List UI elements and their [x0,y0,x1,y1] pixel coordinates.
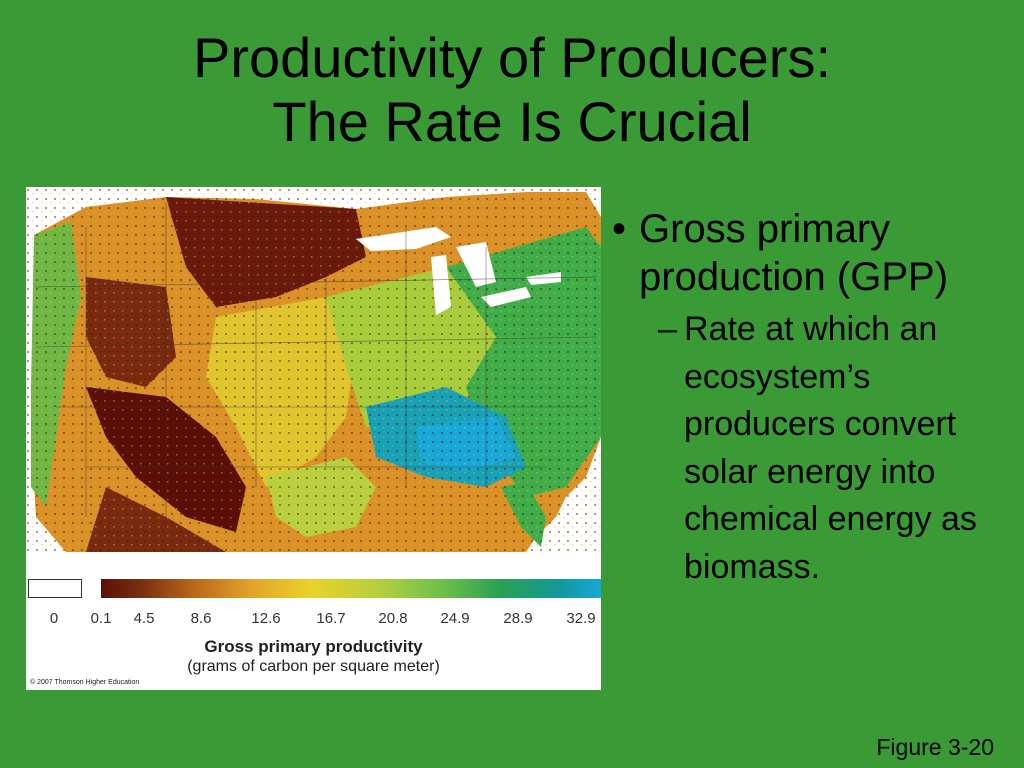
legend-title: Gross primary productivity [204,637,423,656]
figure-label: Figure 3-20 [876,734,994,760]
legend-tick: 20.8 [378,610,408,627]
legend-tick: 0 [49,610,59,627]
title-line-2: The Rate Is Crucial [272,90,752,153]
legend-tick: 0.1 [90,610,112,627]
no-data-swatch [28,579,82,598]
gpp-figure: 0 0.1 4.5 8.6 12.6 16.7 20.8 24.9 28.9 3… [26,187,601,690]
state-borders [35,202,597,517]
legend-tick: 24.9 [440,610,470,627]
bullet-text: Gross primary production (GPP) [639,207,949,299]
map-land [26,187,601,552]
bullet-item: • Gross primary production (GPP) [601,205,1001,301]
copyright-notice: © 2007 Thomson Higher Education [30,679,140,686]
sub-bullet-item: – Rate at which an ecosystem’s producers… [601,306,1001,591]
legend-tick: 16.7 [316,610,346,627]
bullet-list: • Gross primary production (GPP) – Rate … [601,205,1001,591]
legend-tick: 28.9 [503,610,533,627]
great-lakes [356,227,561,315]
title-line-1: Productivity of Producers: [192,26,832,89]
sub-bullet-text: Rate at which an ecosystem’s producers c… [684,310,977,586]
legend-tick: 12.6 [251,610,281,627]
productivity-color-bar [101,579,601,598]
slide-title: Productivity of Producers: The Rate Is C… [0,26,1024,154]
legend-tick: 8.6 [190,610,212,627]
dash-icon: – [658,310,677,348]
legend-subtitle: (grams of carbon per square meter) [187,658,440,675]
us-gpp-map [26,187,601,552]
legend-tick: 4.5 [133,610,155,627]
legend-tick: 32.9 [566,610,596,627]
bullet-dot-icon: • [612,207,627,251]
